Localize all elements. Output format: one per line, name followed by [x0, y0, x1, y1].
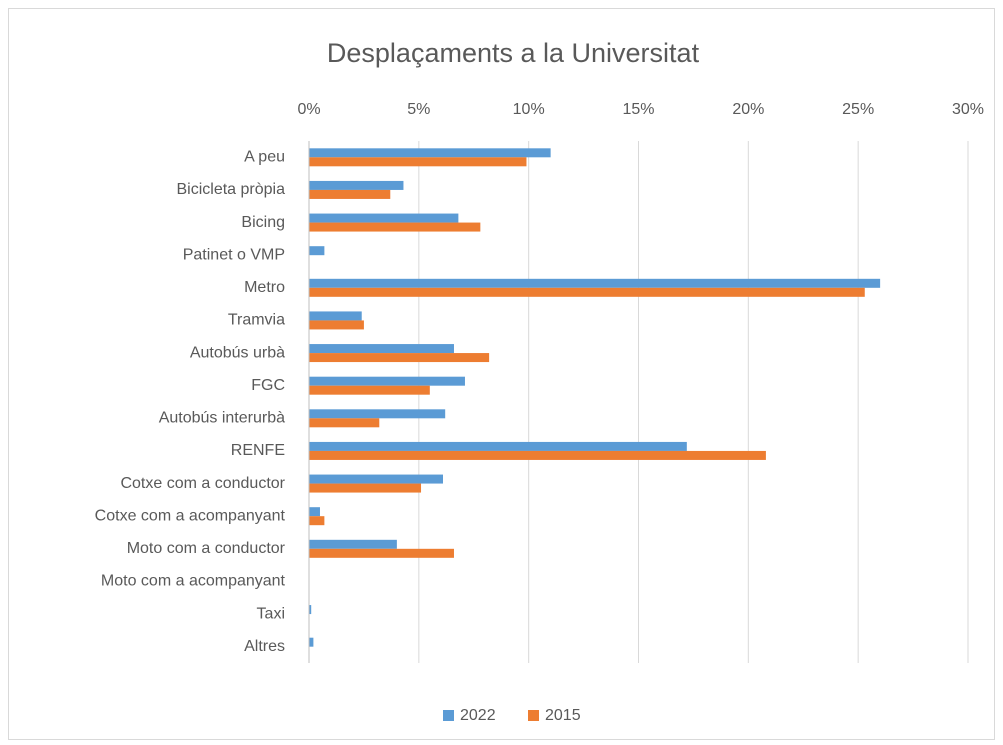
bar — [309, 548, 454, 558]
y-tick-label: Patinet o VMP — [183, 246, 285, 263]
y-tick-label: Autobús interurbà — [159, 410, 285, 427]
bar — [309, 539, 397, 549]
bar — [309, 213, 459, 223]
x-tick-label: 25% — [842, 101, 874, 118]
y-tick-label: Altres — [244, 638, 285, 655]
x-tick-label: 0% — [297, 101, 320, 118]
bar — [309, 148, 551, 158]
bar — [309, 385, 430, 395]
bar — [309, 507, 320, 517]
x-tick-label: 15% — [622, 101, 654, 118]
bar — [309, 441, 687, 451]
y-tick-label: Cotxe com a conductor — [120, 475, 285, 492]
x-tick-label: 30% — [952, 101, 984, 118]
bar — [309, 605, 312, 615]
y-tick-label: A peu — [244, 149, 285, 166]
y-tick-label: Moto com a acompanyant — [101, 573, 286, 590]
y-tick-label: Bicicleta pròpia — [177, 181, 286, 198]
x-tick-label: 20% — [732, 101, 764, 118]
y-tick-label: Metro — [244, 279, 285, 296]
y-tick-label: FGC — [251, 377, 285, 394]
legend-label: 2015 — [545, 707, 581, 724]
bar — [309, 320, 364, 330]
chart-title: Desplaçaments a la Universitat — [327, 38, 700, 68]
y-tick-label: Tramvia — [228, 312, 285, 329]
bar — [309, 287, 865, 297]
chart-border — [8, 8, 995, 740]
bar — [309, 483, 422, 493]
bar — [309, 157, 527, 167]
x-tick-label: 5% — [407, 101, 430, 118]
bar — [309, 450, 766, 460]
bar — [309, 222, 481, 232]
bar — [309, 246, 325, 256]
y-tick-label: Bicing — [241, 214, 285, 231]
y-tick-label: Taxi — [257, 605, 285, 622]
bar — [309, 180, 404, 190]
y-tick-label: RENFE — [231, 442, 285, 459]
bar — [309, 637, 314, 647]
y-tick-label: Moto com a conductor — [127, 540, 286, 557]
bar — [309, 278, 881, 288]
bar — [309, 516, 325, 526]
bar — [309, 376, 465, 386]
bar — [309, 311, 362, 321]
bar — [309, 474, 443, 484]
legend-label: 2022 — [460, 707, 496, 724]
x-tick-label: 10% — [513, 101, 545, 118]
bar — [309, 409, 446, 419]
y-tick-label: Cotxe com a acompanyant — [95, 507, 286, 524]
legend-swatch — [528, 710, 539, 721]
bar — [309, 344, 454, 354]
bar — [309, 418, 380, 428]
bar — [309, 189, 391, 199]
legend-swatch — [443, 710, 454, 721]
y-tick-label: Autobús urbà — [190, 344, 285, 361]
bar — [309, 353, 490, 363]
